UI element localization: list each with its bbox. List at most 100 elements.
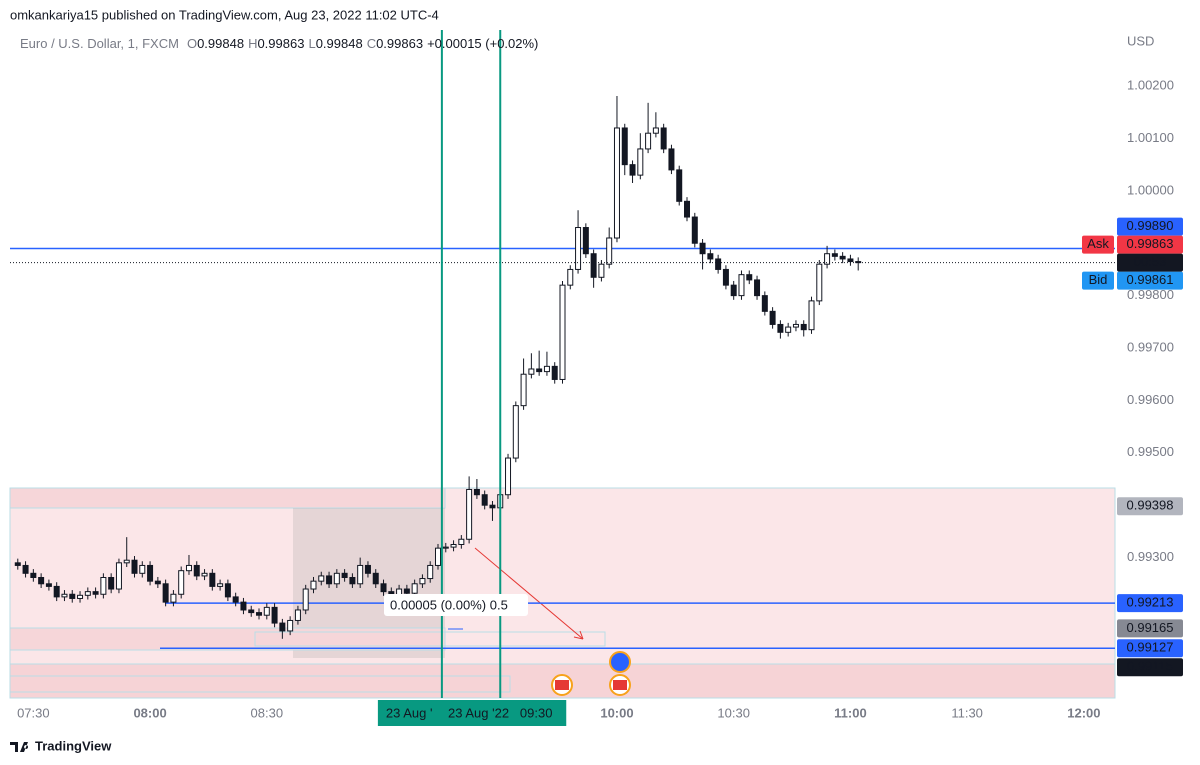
price-label: 0.99890	[1127, 218, 1174, 233]
candle-body	[520, 373, 527, 407]
logo	[10, 742, 29, 752]
candle-body	[824, 253, 831, 265]
candle-body	[69, 593, 76, 599]
candle-body	[582, 227, 589, 255]
candle-body	[839, 255, 846, 260]
candle-body	[372, 572, 379, 585]
candle-body	[769, 310, 776, 325]
price-tag: Bid	[1089, 272, 1108, 287]
candle-body	[22, 564, 29, 574]
flag	[555, 680, 569, 690]
measure-text: 0.00005 (0.00%) 0.5	[390, 597, 508, 612]
candle-body	[699, 242, 706, 255]
candle-body	[45, 583, 52, 587]
candle-body	[123, 559, 130, 564]
y-unit: USD	[1127, 33, 1154, 48]
candle-body	[761, 295, 768, 312]
candle-body	[30, 572, 37, 578]
candle-body	[715, 258, 722, 270]
candle-body	[92, 591, 99, 595]
candle-body	[115, 562, 122, 590]
zone	[9, 627, 446, 651]
price-tag: Ask	[1087, 236, 1109, 251]
candle-body	[691, 216, 698, 244]
x-tick-label: 11:00	[834, 705, 867, 720]
price-label-box	[1117, 235, 1183, 254]
price-label: 0.99863	[1127, 236, 1174, 251]
candle-body	[287, 619, 294, 632]
candle-body	[652, 127, 659, 134]
symbol: Euro / U.S. Dollar, 1, FXCM	[20, 36, 179, 51]
zone	[9, 487, 446, 509]
candle-body	[326, 575, 333, 585]
candle-body	[403, 588, 410, 594]
candle-body	[777, 323, 784, 333]
candle-body	[434, 547, 441, 566]
candle-body	[201, 572, 208, 577]
arrow	[474, 547, 584, 640]
x-tick-label: 12:00	[1067, 705, 1100, 720]
y-tick-label: 0.99300	[1127, 549, 1174, 564]
candle-body	[707, 253, 714, 260]
candle-body	[357, 564, 364, 585]
legend-change: +0.00015 (+0.02%)	[427, 36, 538, 51]
candle-body	[380, 583, 387, 593]
candle-body	[209, 572, 216, 587]
zone	[9, 675, 511, 693]
candle-body	[792, 323, 799, 328]
candle-body	[53, 585, 60, 598]
candle-body	[84, 591, 91, 596]
candle-body	[14, 562, 21, 566]
y-tick-label: 1.00000	[1127, 182, 1174, 197]
price-label: 0.99115	[1127, 659, 1173, 674]
x-tick-label: 10:00	[600, 705, 633, 720]
time-label: 23 Aug '22 09:30	[448, 705, 552, 720]
price-label: 0.99127	[1127, 640, 1174, 655]
candle-body	[185, 564, 192, 572]
candle-body	[232, 596, 239, 603]
candle-body	[528, 368, 535, 375]
zone	[9, 487, 1116, 699]
candle-body	[442, 546, 449, 549]
legend-key: C	[367, 36, 376, 51]
x-tick-label: 08:30	[251, 705, 284, 720]
candle-body	[77, 594, 84, 599]
y-tick-label: 0.99500	[1127, 444, 1174, 459]
candle-body	[427, 564, 434, 580]
price-tag-box	[1082, 271, 1114, 290]
candle-body	[279, 622, 286, 632]
flag	[613, 680, 627, 690]
y-tick-label: 0.99800	[1127, 287, 1174, 302]
candle-body	[785, 326, 792, 333]
price-label-box	[1117, 594, 1183, 613]
candle-body	[551, 365, 558, 380]
price-label: 0.99398	[1127, 498, 1174, 513]
time-label-box	[377, 700, 444, 726]
y-tick-label: 1.00200	[1127, 77, 1174, 92]
candle-body	[349, 576, 356, 585]
candle-body	[613, 127, 620, 239]
x-tick-label: 10:30	[717, 705, 750, 720]
candle-body	[271, 606, 278, 624]
event-icon	[609, 651, 631, 673]
candle-body	[808, 300, 815, 331]
candle-body	[621, 127, 628, 166]
candle-body	[645, 132, 652, 150]
candle-body	[302, 588, 309, 611]
candle-body	[193, 564, 200, 577]
candle-body	[536, 368, 543, 373]
candle-body	[256, 612, 263, 616]
candle-body	[489, 504, 496, 509]
time-label-box	[438, 700, 567, 726]
candle-body	[575, 227, 582, 270]
candle-body	[294, 609, 301, 621]
candle-body	[543, 365, 550, 373]
candle-body	[318, 575, 325, 582]
plot	[10, 30, 1115, 698]
candle-body	[800, 323, 807, 331]
candle-body	[567, 268, 574, 286]
candle-body	[676, 169, 683, 202]
price-label-box	[1117, 658, 1183, 677]
price-label-box	[1117, 619, 1183, 638]
